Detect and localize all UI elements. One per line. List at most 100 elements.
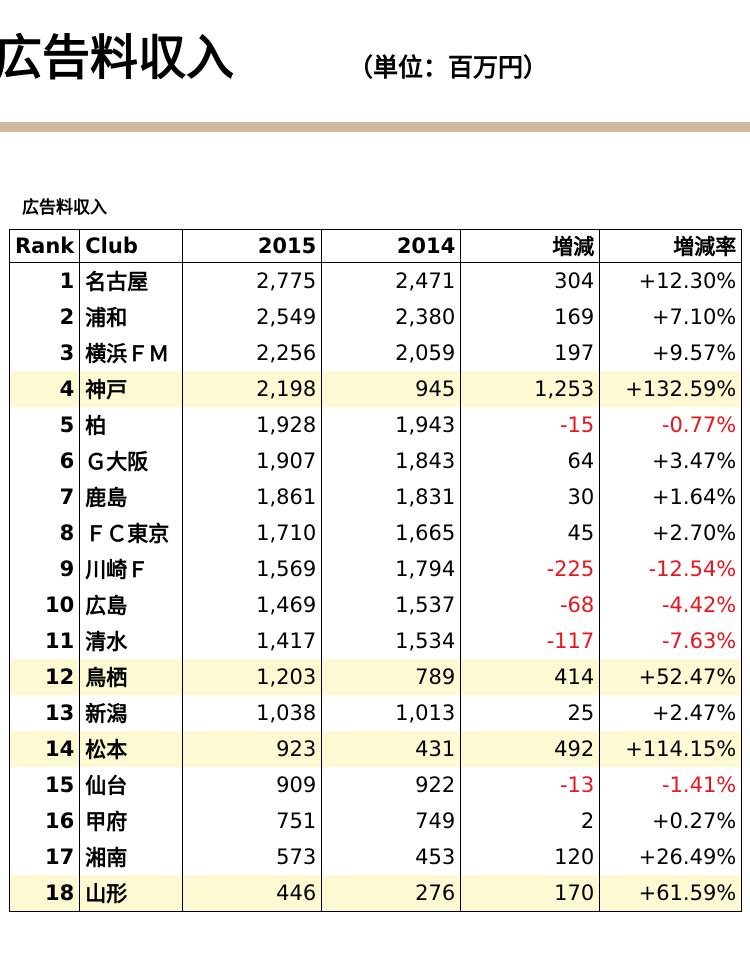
table-row: 13 新潟 1,038 1,013 25 +2.47% <box>8 695 742 731</box>
table-cell: 573 <box>182 839 322 875</box>
table-row: 2 浦和 2,549 2,380 169 +7.10% <box>8 299 742 335</box>
revenue-table: Rank Club 2015 2014 増減 増減率 1 名古屋 2,775 2,471 304 +… <box>8 229 743 912</box>
table-cell: 1,710 <box>182 515 322 551</box>
table-cell: +12.30% <box>599 262 742 299</box>
table-cell: 1,861 <box>182 479 322 515</box>
table-cell: 鳥栖 <box>79 659 183 695</box>
table-cell: -13 <box>460 767 600 803</box>
table-cell: 8 <box>8 515 80 551</box>
table-cell: 492 <box>460 731 600 767</box>
table-cell: +52.47% <box>599 659 742 695</box>
table-cell: 18 <box>8 875 80 912</box>
table-cell: +7.10% <box>599 299 742 335</box>
table-row: 4 神戸 2,198 945 1,253 +132.59% <box>8 371 742 407</box>
table-cell: +2.70% <box>599 515 742 551</box>
table-cell: 2,256 <box>182 335 322 371</box>
table-cell: 2,471 <box>321 262 461 299</box>
table-cell: 仙台 <box>79 767 183 803</box>
table-cell: 923 <box>182 731 322 767</box>
table-body: 1 名古屋 2,775 2,471 304 +12.30% 2 浦和 2,549 2,380 169… <box>8 262 742 912</box>
table-cell: +26.49% <box>599 839 742 875</box>
table-cell: -117 <box>460 623 600 659</box>
table-cell: 1,831 <box>321 479 461 515</box>
table-row: 5 柏 1,928 1,943 -15 -0.77% <box>8 407 742 443</box>
table-cell: 11 <box>8 623 80 659</box>
table-row: 12 鳥栖 1,203 789 414 +52.47% <box>8 659 742 695</box>
table-cell: +114.15% <box>599 731 742 767</box>
table-row: 6 Ｇ大阪 1,907 1,843 64 +3.47% <box>8 443 742 479</box>
column-header: Club <box>79 229 183 263</box>
table-cell: 浦和 <box>79 299 183 335</box>
table-cell: 197 <box>460 335 600 371</box>
table-cell: 4 <box>8 371 80 407</box>
table-cell: 10 <box>8 587 80 623</box>
table-cell: 945 <box>321 371 461 407</box>
table-cell: 1,665 <box>321 515 461 551</box>
table-cell: 湘南 <box>79 839 183 875</box>
table-cell: -7.63% <box>599 623 742 659</box>
table-row: 8 ＦＣ東京 1,710 1,665 45 +2.70% <box>8 515 742 551</box>
unit-label: （単位：百万円） <box>348 53 549 82</box>
table-row: 1 名古屋 2,775 2,471 304 +12.30% <box>8 262 742 299</box>
header-row: Rank Club 2015 2014 増減 増減率 <box>8 229 742 263</box>
table-cell: 2 <box>8 299 80 335</box>
table-cell: 64 <box>460 443 600 479</box>
table-cell: 松本 <box>79 731 183 767</box>
table-row: 18 山形 446 276 170 +61.59% <box>8 875 742 912</box>
table-cell: 1,794 <box>321 551 461 587</box>
table-cell: -0.77% <box>599 407 742 443</box>
table-cell: 山形 <box>79 875 183 912</box>
table-caption: 広告料収入 <box>22 198 107 218</box>
table-cell: 2,380 <box>321 299 461 335</box>
table-cell: 120 <box>460 839 600 875</box>
table-row: 17 湘南 573 453 120 +26.49% <box>8 839 742 875</box>
table-cell: 15 <box>8 767 80 803</box>
table-cell: +3.47% <box>599 443 742 479</box>
table-cell: 2,549 <box>182 299 322 335</box>
table-row: 14 松本 923 431 492 +114.15% <box>8 731 742 767</box>
table-cell: 名古屋 <box>79 262 183 299</box>
table-cell: 清水 <box>79 623 183 659</box>
table-row: 9 川崎Ｆ 1,569 1,794 -225 -12.54% <box>8 551 742 587</box>
table-cell: 12 <box>8 659 80 695</box>
table-cell: 6 <box>8 443 80 479</box>
table-cell: ＦＣ東京 <box>79 515 183 551</box>
table-cell: 25 <box>460 695 600 731</box>
table-cell: 甲府 <box>79 803 183 839</box>
table-cell: 17 <box>8 839 80 875</box>
column-header: 増減率 <box>599 229 742 263</box>
table-cell: 広島 <box>79 587 183 623</box>
table-cell: 1,569 <box>182 551 322 587</box>
table-row: 16 甲府 751 749 2 +0.27% <box>8 803 742 839</box>
table-cell: 1,928 <box>182 407 322 443</box>
column-header: 増減 <box>460 229 600 263</box>
table-cell: 新潟 <box>79 695 183 731</box>
table-cell: -225 <box>460 551 600 587</box>
table-cell: -15 <box>460 407 600 443</box>
table-cell: 川崎Ｆ <box>79 551 183 587</box>
table-cell: 柏 <box>79 407 183 443</box>
table-cell: 1,469 <box>182 587 322 623</box>
table-cell: Ｇ大阪 <box>79 443 183 479</box>
table-cell: 鹿島 <box>79 479 183 515</box>
table-cell: 1 <box>8 262 80 299</box>
table-cell: 9 <box>8 551 80 587</box>
table-cell: +0.27% <box>599 803 742 839</box>
table-cell: 304 <box>460 262 600 299</box>
table-cell: 1,013 <box>321 695 461 731</box>
table-cell: 2 <box>460 803 600 839</box>
table-cell: 横浜ＦＭ <box>79 335 183 371</box>
table-cell: 1,253 <box>460 371 600 407</box>
table-cell: 1,943 <box>321 407 461 443</box>
table-cell: 453 <box>321 839 461 875</box>
table-cell: 45 <box>460 515 600 551</box>
table-cell: 5 <box>8 407 80 443</box>
column-header: 2015 <box>182 229 322 263</box>
table-cell: 7 <box>8 479 80 515</box>
table-row: 7 鹿島 1,861 1,831 30 +1.64% <box>8 479 742 515</box>
table-cell: +9.57% <box>599 335 742 371</box>
table-cell: 1,038 <box>182 695 322 731</box>
page-title: 広告料収入 <box>0 30 235 86</box>
column-header: 2014 <box>321 229 461 263</box>
